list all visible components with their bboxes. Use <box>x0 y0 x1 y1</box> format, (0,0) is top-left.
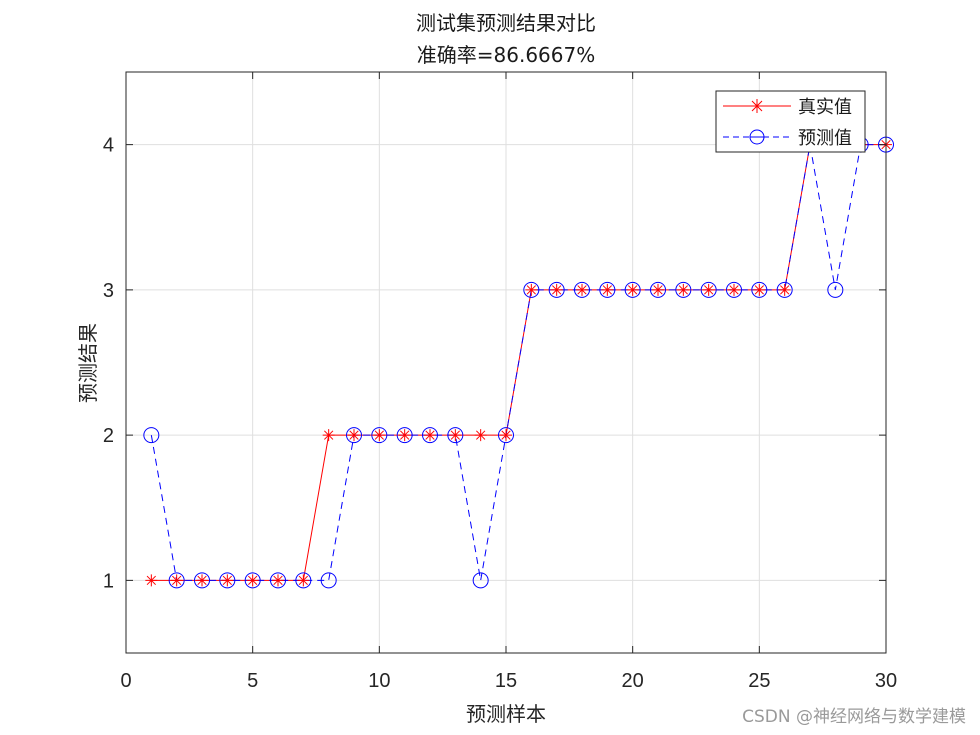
watermark: CSDN @神经网络与数学建模 <box>742 707 966 727</box>
asterisk-marker-icon <box>550 283 563 296</box>
asterisk-marker-icon <box>170 574 183 587</box>
series-layer <box>143 136 894 589</box>
legend-label-predicted: 预测值 <box>798 128 852 149</box>
asterisk-marker-icon <box>322 429 335 442</box>
circle-marker-icon <box>371 427 388 444</box>
circle-marker-icon <box>827 281 844 298</box>
legend: 真实值 预测值 <box>715 90 866 153</box>
circle-marker-icon <box>270 572 286 589</box>
asterisk-marker-icon <box>145 574 158 587</box>
asterisk-marker-icon <box>778 283 791 296</box>
x-tick-label: 0 <box>120 670 131 692</box>
circle-marker-icon <box>346 427 362 444</box>
x-tick-label: 15 <box>495 670 517 692</box>
asterisk-marker-icon <box>449 429 462 442</box>
x-tick-label: 30 <box>875 670 897 692</box>
circle-marker-icon <box>650 281 666 298</box>
y-tick-label: 2 <box>103 425 114 447</box>
circle-marker-icon <box>726 281 742 298</box>
asterisk-marker-icon <box>601 283 614 296</box>
asterisk-marker-icon <box>750 99 764 113</box>
circle-marker-icon <box>244 572 261 589</box>
circle-marker-icon <box>523 281 540 298</box>
x-tick-label: 10 <box>368 670 390 692</box>
circle-marker-icon <box>548 281 565 298</box>
asterisk-marker-icon <box>728 283 740 296</box>
asterisk-marker-icon <box>753 283 766 296</box>
circle-marker-icon <box>396 427 413 444</box>
circle-marker-icon <box>574 281 590 298</box>
legend-label-true: 真实值 <box>798 97 852 118</box>
circle-marker-icon <box>700 281 717 298</box>
x-axis-label: 预测样本 <box>466 702 546 726</box>
circle-marker-icon <box>295 572 312 589</box>
asterisk-marker-icon <box>652 283 664 296</box>
asterisk-marker-icon <box>677 283 690 296</box>
asterisk-marker-icon <box>348 429 360 442</box>
x-tick-label: 20 <box>622 670 644 692</box>
asterisk-marker-icon <box>576 283 588 296</box>
circle-marker-icon <box>447 427 464 444</box>
asterisk-marker-icon <box>221 574 234 587</box>
circle-marker-icon <box>624 281 641 298</box>
y-tick-label: 1 <box>103 570 114 592</box>
circle-marker-icon <box>194 572 210 589</box>
asterisk-marker-icon <box>373 429 386 442</box>
x-tick-label: 5 <box>247 670 258 692</box>
asterisk-marker-icon <box>626 283 639 296</box>
circle-marker-icon <box>498 427 514 444</box>
x-tick-label: 25 <box>748 670 770 692</box>
axis-ticks: 0 5 10 15 20 25 30 1 2 3 4 <box>103 72 897 692</box>
circle-marker-icon <box>320 572 337 589</box>
circle-marker-icon <box>675 281 692 298</box>
circle-marker-icon <box>422 427 438 444</box>
legend-box <box>715 90 866 153</box>
series-line-1 <box>150 144 886 581</box>
y-axis-label: 预测结果 <box>76 323 100 403</box>
asterisk-marker-icon <box>500 429 512 442</box>
circle-marker-icon <box>776 281 793 298</box>
circle-marker-icon <box>751 281 768 298</box>
asterisk-marker-icon <box>702 283 715 296</box>
chart-title: 测试集预测结果对比 <box>416 11 596 35</box>
grid-lines <box>126 72 886 653</box>
asterisk-marker-icon <box>398 429 411 442</box>
asterisk-marker-icon <box>424 429 436 442</box>
y-tick-label: 4 <box>103 135 114 157</box>
asterisk-marker-icon <box>297 574 310 587</box>
asterisk-marker-icon <box>246 574 259 587</box>
asterisk-marker-icon <box>525 283 538 296</box>
chart-subtitle: 准确率=86.6667% <box>417 43 595 67</box>
circle-marker-icon <box>472 572 489 589</box>
circle-marker-icon <box>599 281 616 298</box>
asterisk-marker-icon <box>474 429 487 442</box>
asterisk-marker-icon <box>196 574 208 587</box>
y-tick-label: 3 <box>103 280 114 302</box>
circle-marker-icon <box>219 572 236 589</box>
circle-marker-icon <box>143 427 160 444</box>
circle-marker-icon <box>168 572 185 589</box>
asterisk-marker-icon <box>272 574 284 587</box>
